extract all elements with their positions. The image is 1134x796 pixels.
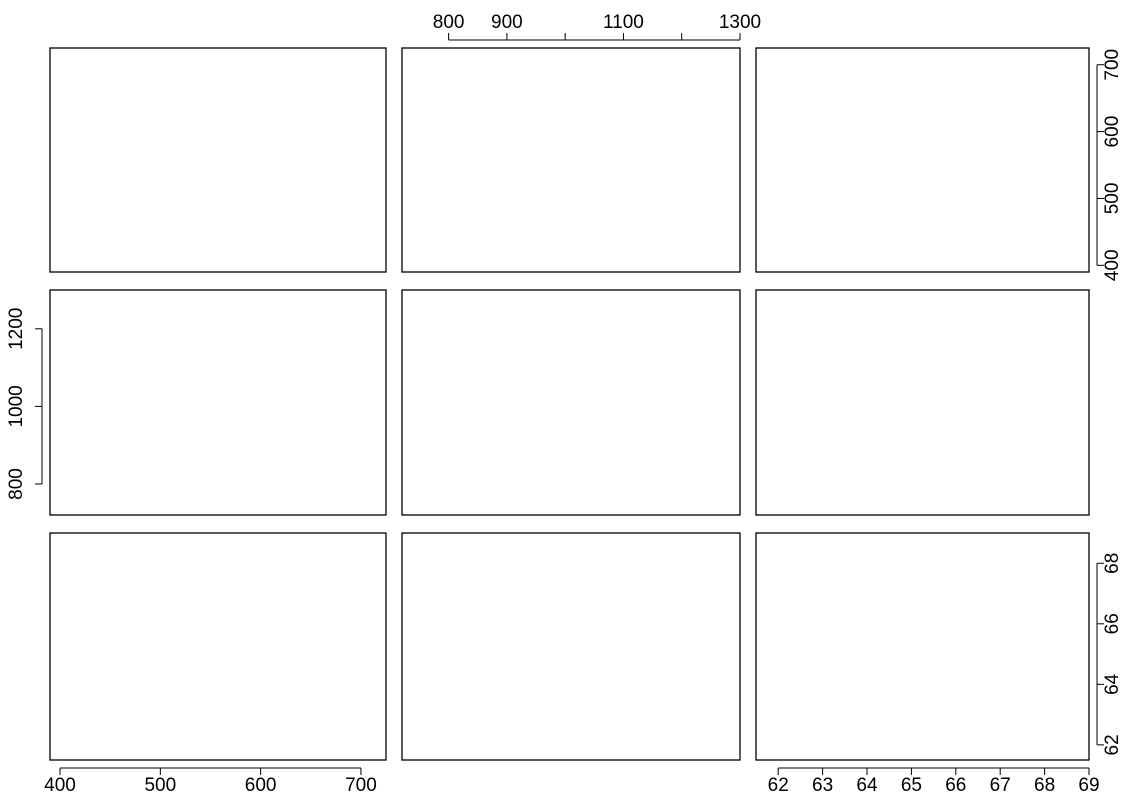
bottom-axis-glat-tick-label: 62 xyxy=(768,775,789,796)
panel-frame-2-1 xyxy=(401,532,741,761)
right-axis-glat-tick-label: 62 xyxy=(1102,734,1123,755)
panel-frame-1-0 xyxy=(49,289,387,516)
panel-frame-0-0 xyxy=(49,47,387,273)
panel-frame-1-1 xyxy=(401,289,741,516)
right-axis-pa-tick-label: 400 xyxy=(1102,249,1123,281)
right-axis-glat-tick-label: 64 xyxy=(1102,673,1123,695)
bottom-axis-glat-tick-label: 63 xyxy=(812,775,833,796)
bottom-axis-glat-tick-label: 66 xyxy=(945,775,966,796)
top-axis-tick-label: 800 xyxy=(433,12,465,33)
bottom-axis-glat-tick-label: 69 xyxy=(1078,775,1099,796)
left-axis-tsum-tick-label: 1000 xyxy=(6,385,27,427)
top-axis-tick-label: 1300 xyxy=(719,12,761,33)
panel-frame-2-2 xyxy=(755,532,1090,761)
right-axis-pa-tick-label: 700 xyxy=(1102,49,1123,81)
panel-frame-2-0 xyxy=(49,532,387,761)
right-axis-pa-tick-label: 500 xyxy=(1102,183,1123,215)
bottom-axis-glat-tick-label: 68 xyxy=(1034,775,1055,796)
bottom-axis-pa-tick-label: 400 xyxy=(44,775,76,796)
left-axis-tsum-tick-label: 1200 xyxy=(6,308,27,350)
top-axis-tick-label: 1100 xyxy=(603,12,644,33)
panel-frame-0-2 xyxy=(755,47,1090,273)
top-axis-tick-label: 900 xyxy=(491,12,523,33)
bottom-axis-pa-tick-label: 700 xyxy=(345,775,377,796)
bottom-axis-glat-tick-label: 67 xyxy=(990,775,1011,796)
right-axis-glat-tick-label: 66 xyxy=(1102,613,1123,634)
bottom-axis-glat-tick-label: 64 xyxy=(856,775,878,796)
right-axis-glat-tick-label: 68 xyxy=(1102,553,1123,574)
left-axis-tsum-tick-label: 800 xyxy=(6,468,27,500)
bottom-axis-pa-tick-label: 600 xyxy=(245,775,277,796)
panel-frame-0-1 xyxy=(401,47,741,273)
right-axis-pa-tick-label: 600 xyxy=(1102,116,1123,148)
bottom-axis-glat-tick-label: 65 xyxy=(901,775,922,796)
bottom-axis-pa-tick-label: 500 xyxy=(144,775,176,796)
panel-frame-1-2 xyxy=(755,289,1090,516)
